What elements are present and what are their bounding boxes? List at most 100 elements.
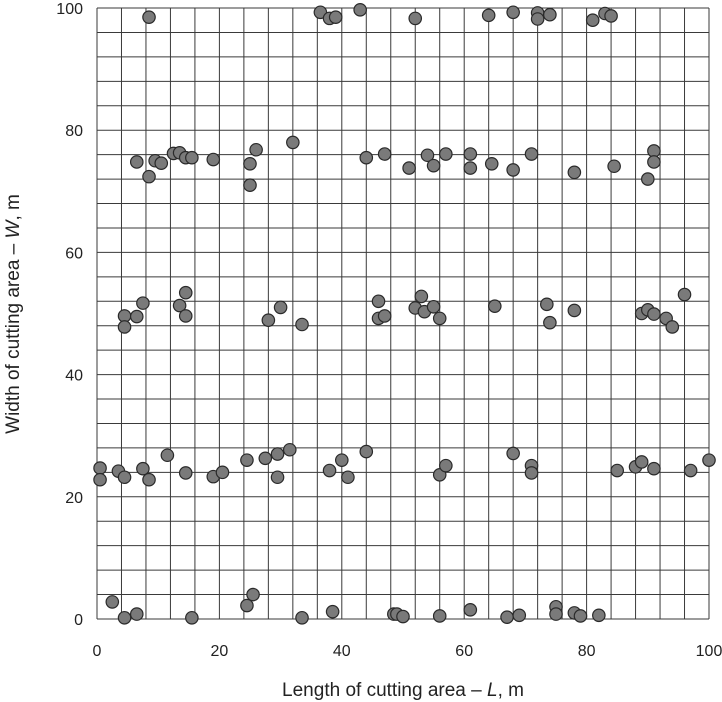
data-point xyxy=(702,453,716,467)
y-axis-title-unit: , m xyxy=(3,194,24,220)
data-point xyxy=(408,11,423,26)
data-point xyxy=(426,158,441,173)
data-point xyxy=(567,165,582,180)
data-point xyxy=(640,172,655,186)
data-point xyxy=(567,303,582,318)
data-point xyxy=(105,595,120,609)
data-point xyxy=(377,147,392,161)
data-point xyxy=(249,142,263,157)
data-point xyxy=(359,444,374,459)
data-point xyxy=(585,13,600,28)
data-point xyxy=(142,10,156,24)
data-point xyxy=(129,309,144,324)
data-point xyxy=(604,9,618,23)
data-point xyxy=(178,309,193,323)
data-point xyxy=(647,307,661,321)
data-point xyxy=(117,470,132,485)
data-point xyxy=(215,465,230,480)
y-tick-label: 0 xyxy=(74,612,83,629)
data-point xyxy=(353,3,367,17)
data-point xyxy=(371,294,386,309)
data-point xyxy=(647,461,661,476)
data-point xyxy=(549,607,563,621)
y-tick-label: 100 xyxy=(56,1,83,18)
data-point xyxy=(439,147,453,161)
data-point xyxy=(634,455,649,469)
x-tick-label: 20 xyxy=(211,643,229,660)
x-tick-label: 80 xyxy=(578,643,596,660)
x-axis-title-symbol: L xyxy=(487,680,498,701)
data-point xyxy=(432,609,447,623)
data-point xyxy=(592,608,606,623)
data-point xyxy=(246,587,260,602)
data-point xyxy=(402,161,416,175)
data-point xyxy=(377,309,392,323)
data-point xyxy=(341,470,355,485)
x-axis-title: Length of cutting area – L, m xyxy=(282,680,524,701)
data-point xyxy=(487,299,502,313)
y-axis-title-prefix: Width of cutting area – xyxy=(3,238,24,433)
data-point xyxy=(512,608,527,623)
data-point xyxy=(154,156,169,170)
data-point xyxy=(665,320,680,334)
data-point xyxy=(178,285,193,300)
data-point xyxy=(463,161,478,175)
data-point xyxy=(136,461,150,476)
data-point xyxy=(295,610,309,625)
data-point xyxy=(463,147,478,161)
data-point xyxy=(484,157,499,171)
data-point xyxy=(117,320,132,334)
data-point xyxy=(432,311,447,326)
data-point xyxy=(481,8,496,23)
data-point xyxy=(506,163,520,177)
data-point xyxy=(243,157,257,171)
x-axis-title-unit: , m xyxy=(498,680,524,701)
y-axis-title-symbol: W xyxy=(3,218,24,238)
y-axis-title: Width of cutting area – W, m xyxy=(3,194,24,434)
data-point xyxy=(286,135,300,150)
data-point xyxy=(129,155,144,169)
data-point xyxy=(172,298,187,313)
data-point xyxy=(506,446,520,461)
data-point xyxy=(295,317,309,332)
data-point xyxy=(359,150,374,165)
data-point xyxy=(93,461,107,475)
data-point xyxy=(129,607,144,621)
data-point xyxy=(573,609,588,623)
x-tick-label: 40 xyxy=(333,643,351,660)
data-point xyxy=(142,169,156,184)
data-point xyxy=(328,10,343,24)
data-point xyxy=(185,150,199,165)
data-point xyxy=(524,147,539,161)
y-tick-label: 80 xyxy=(65,123,83,140)
data-point xyxy=(282,442,297,457)
data-point xyxy=(178,466,193,480)
data-point xyxy=(543,7,557,22)
data-point xyxy=(322,463,337,478)
y-tick-label: 40 xyxy=(65,368,83,385)
data-point xyxy=(243,178,257,192)
data-point xyxy=(543,315,557,330)
data-point xyxy=(334,453,349,467)
data-point xyxy=(683,463,698,478)
data-point xyxy=(136,296,150,310)
data-point xyxy=(270,447,285,461)
data-point xyxy=(240,598,254,613)
data-point xyxy=(647,155,661,169)
data-point xyxy=(273,300,288,315)
data-point xyxy=(261,313,276,328)
data-point xyxy=(142,472,156,487)
data-point xyxy=(206,152,221,167)
x-tick-label: 60 xyxy=(455,643,473,660)
data-point xyxy=(439,458,453,473)
data-point xyxy=(396,609,410,624)
data-point xyxy=(160,448,175,463)
data-point xyxy=(240,453,254,467)
data-point xyxy=(420,148,435,163)
x-tick-label: 100 xyxy=(696,643,722,660)
x-tick-label: 0 xyxy=(93,643,102,660)
data-point xyxy=(270,470,285,485)
data-point xyxy=(185,610,199,625)
data-point xyxy=(463,603,478,617)
